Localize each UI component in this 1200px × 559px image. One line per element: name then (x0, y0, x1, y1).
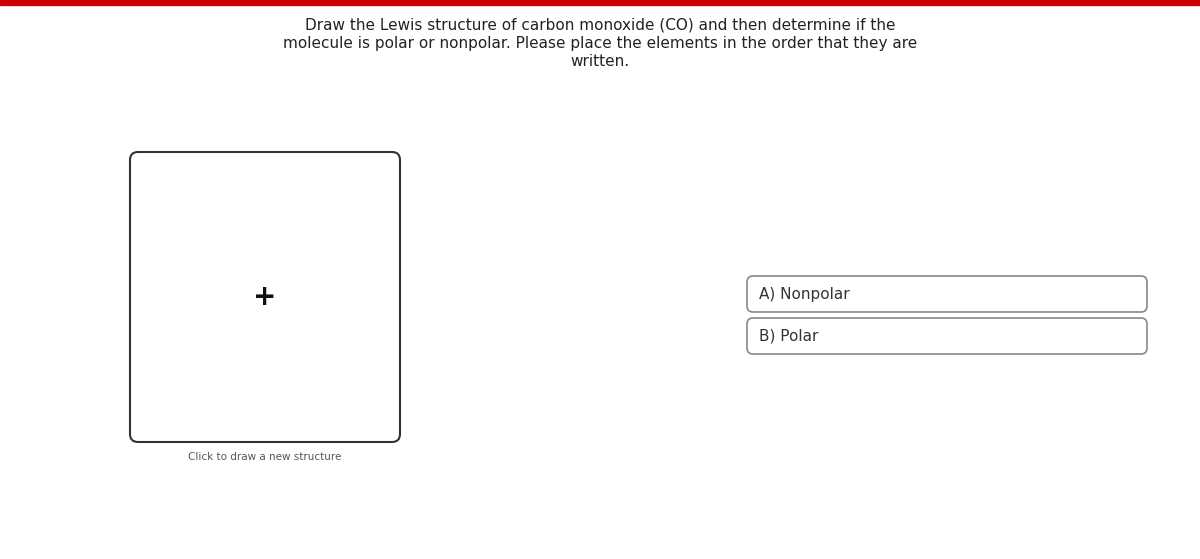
Text: A) Nonpolar: A) Nonpolar (760, 287, 850, 301)
Text: Draw the Lewis structure of carbon monoxide (CO) and then determine if the: Draw the Lewis structure of carbon monox… (305, 18, 895, 33)
Text: molecule is polar or nonpolar. Please place the elements in the order that they : molecule is polar or nonpolar. Please pl… (283, 36, 917, 51)
FancyBboxPatch shape (130, 152, 400, 442)
FancyBboxPatch shape (746, 276, 1147, 312)
Bar (0, 0, 1200, 5)
Text: +: + (253, 283, 277, 311)
Text: written.: written. (570, 54, 630, 69)
Text: B) Polar: B) Polar (760, 329, 818, 343)
FancyBboxPatch shape (746, 318, 1147, 354)
Text: Click to draw a new structure: Click to draw a new structure (188, 452, 342, 462)
